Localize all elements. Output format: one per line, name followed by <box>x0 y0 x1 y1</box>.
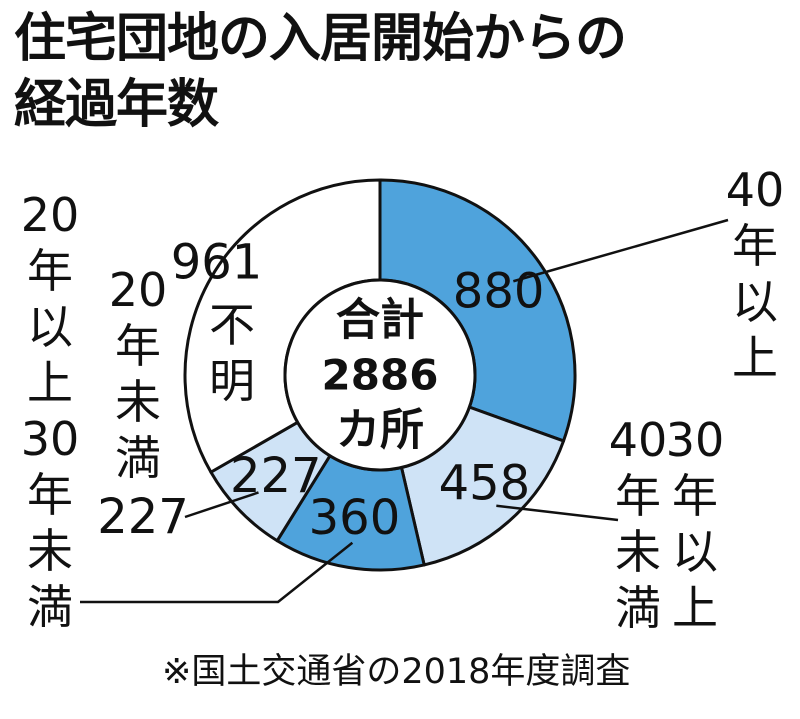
category-label: 30 <box>666 413 725 467</box>
category-label: 20 <box>21 188 80 242</box>
category-label-unknown: 不明 <box>209 298 255 408</box>
category-label: 満 <box>615 581 661 635</box>
category-label: 未 <box>115 375 161 429</box>
category-label: 上 <box>27 356 73 410</box>
category-label: 年 <box>115 319 161 373</box>
data-label: 360 <box>309 490 401 546</box>
category-label: 以 <box>732 275 778 329</box>
category-label: 上 <box>732 331 778 385</box>
category-label: 上 <box>672 581 718 635</box>
category-label: 満 <box>115 431 161 485</box>
category-label: 不 <box>209 298 255 352</box>
center-label: 合計 <box>336 295 424 346</box>
category-label: 30 <box>21 412 80 466</box>
category-label: 未 <box>27 524 73 578</box>
data-label: 961 <box>171 234 263 290</box>
category-label: 40 <box>609 413 668 467</box>
data-label: 227 <box>230 448 322 504</box>
category-label: 年 <box>732 219 778 273</box>
chart-title-line-1: 住宅団地の入居開始からの <box>14 9 627 69</box>
donut-hole <box>283 278 477 472</box>
category-label: 満 <box>27 580 73 634</box>
data-label: 458 <box>439 455 531 511</box>
category-label: 未 <box>615 525 661 579</box>
category-label: 以 <box>672 525 718 579</box>
leader-line-under20 <box>184 491 259 519</box>
category-label: 以 <box>27 300 73 354</box>
center-label: 2886 <box>322 351 439 400</box>
leader-line-20to30 <box>80 541 354 604</box>
data-label: 880 <box>453 264 545 320</box>
category-label: 年 <box>27 244 73 298</box>
category-label: 年 <box>672 469 718 523</box>
chart-title: 住宅団地の入居開始からの 経過年数 <box>14 6 794 138</box>
category-label: 年 <box>615 469 661 523</box>
category-label: 年 <box>27 468 73 522</box>
category-label: 明 <box>209 354 255 408</box>
leader-line-30to40 <box>496 504 619 522</box>
center-label: カ所 <box>336 405 424 456</box>
source-note: ※国土交通省の2018年度調査 <box>162 652 631 692</box>
leader-line-40plus <box>512 218 729 283</box>
data-label: 227 <box>97 489 189 545</box>
chart-title-line-2: 経過年数 <box>14 75 219 135</box>
category-label: 20 <box>109 263 168 317</box>
leader-lines <box>80 218 729 604</box>
category-label: 40 <box>726 163 785 217</box>
